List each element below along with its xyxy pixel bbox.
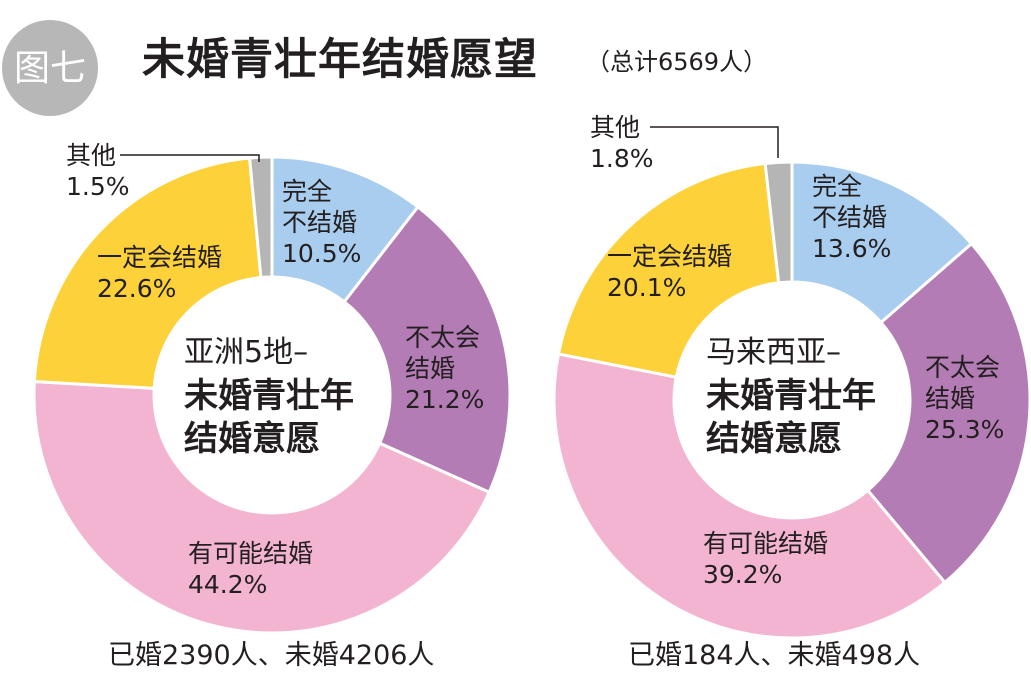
caption-malaysia: 已婚184人、未婚498人 — [628, 640, 921, 671]
slice-label-malaysia-wanquan-bujiehun: 完全不结婚 13.6% — [812, 172, 891, 263]
chart-title: 未婚青壮年结婚愿望 — [142, 35, 538, 85]
slice-malaysia-qita — [763, 160, 794, 285]
donut-chart-malaysia: 完全不结婚 13.6% 不太会结婚 25.3% 有可能结婚 39.2% 一定会结婚 20.1%… — [552, 113, 1031, 640]
slice-label-asia-youkeneng-jiehun: 有可能结婚 44.2% — [188, 539, 313, 599]
center-text-malaysia-2: 未婚青壮年 — [706, 376, 876, 416]
center-text-malaysia-1: 马来西亚– — [706, 335, 841, 370]
slice-asia-yidinghui-jiehun — [32, 156, 263, 390]
caption-asia: 已婚2390人、未婚4206人 — [108, 640, 435, 671]
slice-malaysia-butaihui-jiehun — [865, 241, 1031, 585]
leader-line-asia-qita — [120, 154, 260, 162]
donut-chart-asia: 完全不结婚 10.5% 不太会结婚 21.2% 有可能结婚 44.2% 一定会结婚 22.6%… — [32, 141, 512, 635]
slice-label-asia-qita: 其他 1.5% — [66, 141, 130, 201]
slice-label-asia-butaihui-jiehun: 不太会结婚 21.2% — [405, 323, 484, 414]
chart-subtitle: （总计6569人） — [586, 48, 768, 76]
slice-label-asia-wanquan-bujiehun: 完全不结婚 10.5% — [282, 177, 361, 268]
slice-asia-qita — [247, 155, 274, 280]
slice-label-malaysia-qita: 其他 1.8% — [590, 113, 654, 173]
slice-label-asia-yidinghui-jiehun: 一定会结婚 22.6% — [97, 243, 222, 303]
slice-asia-butaihui-jiehun — [342, 204, 512, 495]
slice-label-malaysia-youkeneng-jiehun: 有可能结婚 39.2% — [703, 529, 828, 589]
leader-line-malaysia-qita — [650, 126, 779, 158]
center-text-malaysia-3: 结婚意愿 — [706, 419, 842, 459]
center-text-asia-1: 亚洲5地– — [184, 335, 308, 370]
slice-label-malaysia-butaihui-jiehun: 不太会结婚 25.3% — [925, 353, 1004, 444]
figure-number-badge: 图七 — [2, 20, 98, 116]
center-text-asia-3: 结婚意愿 — [184, 419, 320, 459]
slice-malaysia-yidinghui-jiehun — [556, 161, 781, 379]
slice-malaysia-youkeneng-jiehun — [552, 352, 947, 640]
center-text-asia-2: 未婚青壮年 — [184, 376, 354, 416]
slice-label-malaysia-yidinghui-jiehun: 一定会结婚 20.1% — [607, 242, 732, 302]
slice-asia-youkeneng-jiehun — [32, 379, 492, 635]
figure-number-label: 图七 — [13, 48, 86, 89]
